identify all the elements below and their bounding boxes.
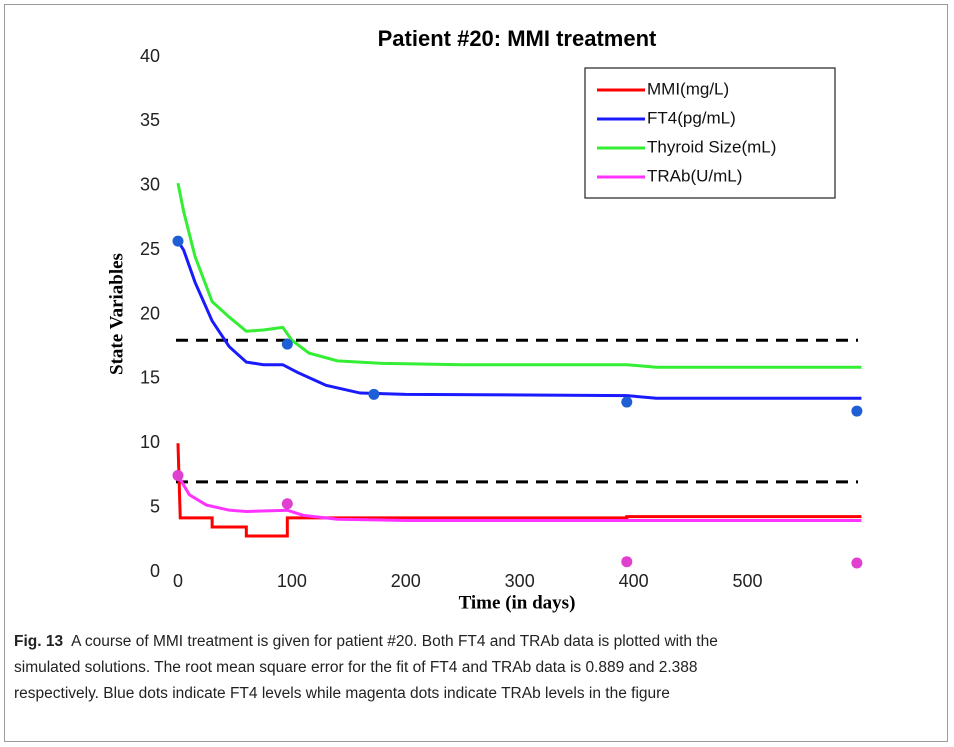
series-line <box>176 240 862 400</box>
x-tick-label: 0 <box>173 571 183 591</box>
x-tick-label: 400 <box>619 571 649 591</box>
y-axis-label: State Variables <box>106 253 127 375</box>
caption-label: Fig. 13 <box>14 633 64 650</box>
data-point <box>172 235 184 247</box>
x-tick-label: 500 <box>733 571 763 591</box>
x-tick-label: 200 <box>391 571 421 591</box>
legend-label: MMI(mg/L) <box>647 79 729 98</box>
x-axis-label: Time (in days) <box>459 592 576 613</box>
y-tick-label: 10 <box>140 432 160 452</box>
x-tick-label: 100 <box>277 571 307 591</box>
data-point <box>281 498 293 510</box>
y-tick-label: 30 <box>140 175 160 195</box>
data-point <box>172 469 184 481</box>
data-point <box>851 557 863 569</box>
caption-text: simulated solutions. The root mean squar… <box>14 659 698 676</box>
data-point <box>851 405 863 417</box>
data-point <box>281 338 293 350</box>
caption-line: simulated solutions. The root mean squar… <box>14 655 939 681</box>
caption-line: Fig. 13 A course of MMI treatment is give… <box>14 629 939 655</box>
series-line <box>176 182 862 369</box>
series-line <box>176 443 862 538</box>
y-tick-label: 35 <box>140 110 160 130</box>
caption-line: respectively. Blue dots indicate FT4 lev… <box>14 681 939 707</box>
figure-frame <box>4 4 948 742</box>
data-point <box>621 556 633 568</box>
legend-label: FT4(pg/mL) <box>647 108 736 127</box>
caption-text: respectively. Blue dots indicate FT4 lev… <box>14 685 670 702</box>
chart: Patient #20: MMI treatment Time (in days… <box>106 26 863 613</box>
legend-label: TRAb(U/mL) <box>647 166 742 185</box>
y-tick-label: 40 <box>140 46 160 66</box>
data-point <box>368 388 380 400</box>
chart-title: Patient #20: MMI treatment <box>378 26 657 51</box>
legend-label: Thyroid Size(mL) <box>647 137 776 156</box>
caption: Fig. 13 A course of MMI treatment is give… <box>14 629 939 707</box>
caption-text: A course of MMI treatment is given for p… <box>71 633 718 650</box>
y-tick-label: 0 <box>150 561 160 581</box>
y-tick-label: 20 <box>140 303 160 323</box>
y-tick-label: 15 <box>140 368 160 388</box>
y-tick-label: 25 <box>140 239 160 259</box>
x-tick-label: 300 <box>505 571 535 591</box>
data-point <box>621 396 633 408</box>
series-line <box>176 474 862 522</box>
y-tick-label: 5 <box>150 496 160 516</box>
